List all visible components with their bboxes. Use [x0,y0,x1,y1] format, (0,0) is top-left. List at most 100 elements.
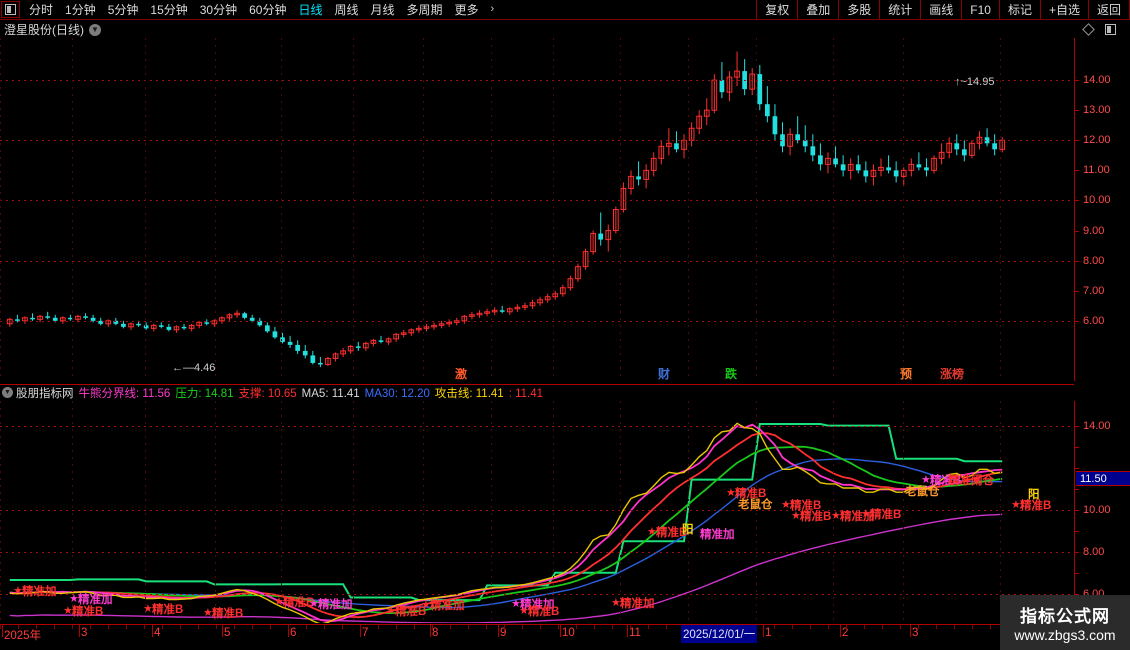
date-axis-tick [126,625,127,629]
date-axis-label: 7 [362,627,369,639]
clipped-text: 涨榜 [940,368,965,381]
site-watermark: 指标公式网 www.zbgs3.com [1000,595,1130,650]
indicator-value: : 11.41 [469,387,504,400]
date-axis-separator [627,625,628,637]
button-add-favorite[interactable]: +自选 [1039,0,1088,19]
high-price-annotation: ↑~14.95 [955,76,995,88]
period-1min[interactable]: 1分钟 [65,2,96,17]
date-axis-tick [252,625,253,629]
signal-label: 精准B [72,606,104,618]
date-axis-label: 10 [562,627,575,639]
date-axis-label: 1 [765,627,772,639]
indicator-collapse-icon[interactable]: ▼ [2,387,13,398]
indicator-axis-minor-tick [1075,488,1079,490]
period-monthly[interactable]: 月线 [370,2,395,17]
date-axis-tick [54,625,55,629]
period-multi[interactable]: 多周期 [406,2,443,17]
date-axis-label: 3 [81,627,88,639]
signal-star-icon: ★ [647,526,657,538]
button-diejia[interactable]: 叠加 [797,0,838,19]
button-huaxian[interactable]: 画线 [920,0,961,19]
period-more[interactable]: 更多 [454,2,479,17]
price-vertical-gridline [72,38,73,381]
date-axis-tick [486,625,487,629]
indicator-value: 11.41 [511,387,544,400]
indicator-axis-minor-tick [1075,468,1079,470]
price-vertical-gridline [620,38,621,381]
button-f10[interactable]: F10 [961,0,999,19]
signal-label: 精准B [735,488,767,500]
indicator-axis-tick [1075,426,1079,428]
indicator-vertical-gridline [353,401,354,623]
date-axis-tick [558,625,559,629]
indicator-value-item: 牛熊分界线: 11.56 [79,388,171,400]
signal-label: 精准B [790,500,822,512]
period-daily[interactable]: 日线 [298,2,323,17]
period-60min[interactable]: 60分钟 [249,2,287,17]
period-weekly[interactable]: 周线 [334,2,359,17]
price-axis-label: 9.00 [1083,224,1105,237]
signal-label: 精准加 [430,600,465,612]
indicator-axis-tick [1075,551,1079,553]
period-5min[interactable]: 5分钟 [107,2,139,17]
price-vertical-gridline [756,38,757,381]
clipped-text: 跌 [725,368,738,381]
indicator-value-item: 攻击线: 11.41 [435,388,504,400]
indicator-value-item: 压力: 14.81 [175,388,233,400]
date-axis-tick [504,625,505,629]
signal-star-icon: ★ [386,605,396,617]
signal-star-icon: ★ [274,596,284,608]
chevron-right-icon[interactable]: › [490,3,495,15]
period-fenshi[interactable]: 分时 [29,2,54,17]
signal-star-icon: ★ [861,508,871,520]
indicator-vertical-gridline [553,401,554,623]
indicator-site-name: 股朋指标网 [16,387,74,400]
indicator-label: MA5 [301,387,326,400]
period-15min[interactable]: 15分钟 [150,2,188,17]
indicator-chart[interactable]: ★ 精准加 ★ 精准加 ★ 精准B ★ 精准B ★ 精准B ★ 精准B ★ 精准加 ★ 精准B ★ 精准加 ★ 精准加… [0,401,1074,623]
panel-toggle-icon[interactable] [1,1,20,18]
indicator-gridline [0,426,1074,428]
price-axis-tick [1075,140,1079,142]
button-tongji[interactable]: 统计 [879,0,920,19]
date-axis-separator [910,625,911,637]
top-toolbar: 分时 1分钟 5分钟 15分钟 30分钟 60分钟 日线 周线 月线 多周期 更… [0,0,1130,20]
date-axis-tick [342,625,343,629]
watermark-title: 指标公式网 [1020,607,1110,626]
signal-star-icon: ★ [1011,499,1021,511]
date-axis-tick [666,625,667,629]
button-duogu[interactable]: 多股 [838,0,879,19]
signal-star-icon: ★ [831,510,841,522]
price-axis-tick [1075,320,1079,322]
indicator-value: : 11.41 [325,387,360,400]
panel-icon[interactable] [1105,24,1116,35]
button-biaoji[interactable]: 标记 [998,0,1040,19]
signal-label: 精准加 [700,529,735,541]
date-axis-tick [990,625,991,629]
date-axis-tick [882,625,883,629]
indicator-header-bar: ▼ 股朋指标网 牛熊分界线: 11.56 压力: 14.81 支撑: 10.65 MA… [0,384,1074,400]
price-candlestick-chart[interactable]: ↑~14.95 ←—4.46 激 财 跌 预 涨榜 [0,38,1074,381]
tool-button-group: 复权 叠加 多股 统计 画线 F10 标记 +自选 返回 [756,0,1130,19]
price-axis-tick [1075,260,1079,262]
date-axis-label: 4 [154,627,161,639]
date-axis-tick [522,625,523,629]
chevron-down-icon[interactable]: ▼ [89,23,101,36]
indicator-label: 攻击线 [434,387,470,400]
period-30min[interactable]: 30分钟 [199,2,238,17]
indicator-y-axis: 14.00 10.00 8.00 6.00 11.50 [1074,401,1130,623]
date-axis-label: 6 [290,627,297,639]
price-gridline [0,80,1074,82]
date-axis-separator [288,625,289,637]
date-axis-tick [864,625,865,629]
date-axis-separator [79,625,80,637]
indicator-axis-label: 14.00 [1083,420,1111,433]
price-vertical-gridline [215,38,216,381]
button-fuquan[interactable]: 复权 [756,0,797,19]
indicator-vertical-gridline [833,401,834,623]
signal-label: 精准B [930,475,962,487]
button-return[interactable]: 返回 [1087,0,1130,19]
watermark-url: www.zbgs3.com [1014,627,1116,643]
signal-star-icon: ★ [309,598,319,610]
diamond-icon[interactable] [1082,23,1095,36]
